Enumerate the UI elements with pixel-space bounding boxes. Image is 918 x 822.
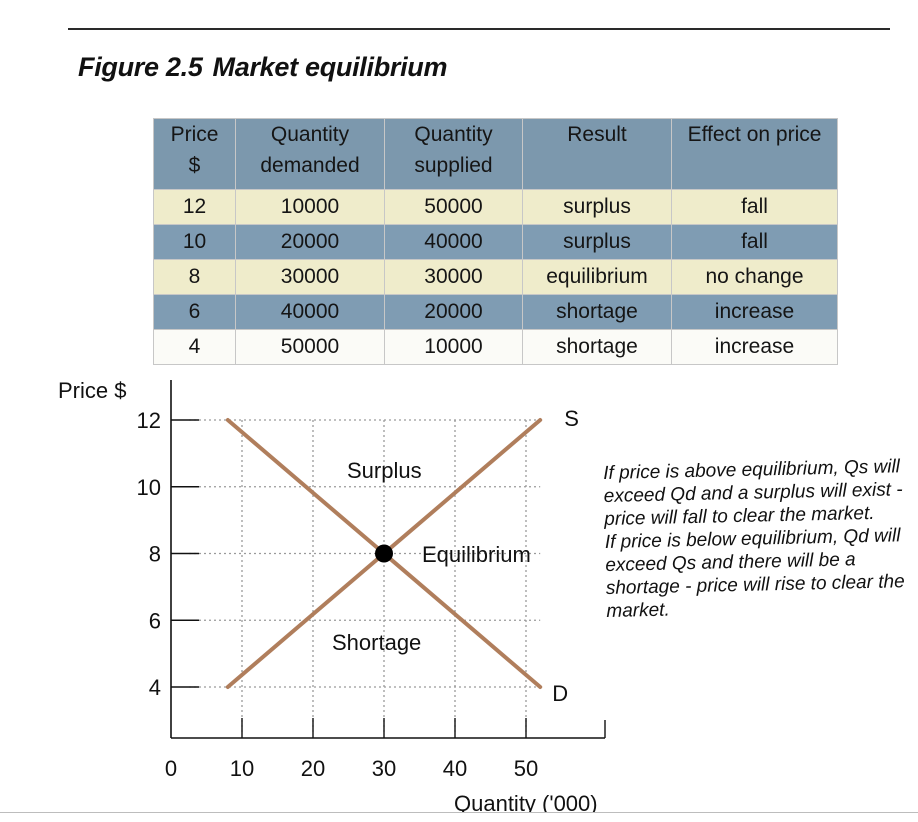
cell-result: surplus [522, 224, 672, 260]
y-tick-label: 12 [137, 408, 161, 433]
x-tick-label: 30 [372, 756, 396, 781]
cell-result: shortage [522, 294, 672, 330]
table-row: 8 30000 30000 equilibrium no change [153, 259, 838, 295]
surplus-label: Surplus [347, 458, 422, 483]
cell-effect: increase [671, 329, 838, 365]
cell-result: surplus [522, 189, 672, 225]
table-header-row: Price $ Quantity demanded Quantity supplied… [153, 118, 838, 190]
header-result: Result [522, 118, 672, 190]
cell-quantity-supplied: 40000 [384, 224, 523, 260]
x-tick-label: 40 [443, 756, 467, 781]
supply-demand-chart: 12 10 8 6 4 10 20 30 40 50 0 Price $ Quantity ('000)… [58, 378, 606, 812]
cell-price: 6 [153, 294, 236, 330]
cell-price: 10 [153, 224, 236, 260]
cell-effect: no change [671, 259, 838, 295]
cell-quantity-supplied: 20000 [384, 294, 523, 330]
cell-result: equilibrium [522, 259, 672, 295]
cell-price: 12 [153, 189, 236, 225]
explanation-note: If price is above equilibrium, Qs will e… [603, 455, 907, 623]
header-price: Price $ [153, 118, 236, 190]
cell-effect: fall [671, 189, 838, 225]
cell-effect: fall [671, 224, 838, 260]
x-tick-label: 50 [514, 756, 538, 781]
y-axis-title: Price $ [58, 378, 126, 403]
cell-quantity-supplied: 50000 [384, 189, 523, 225]
header-effect-on-price: Effect on price [671, 118, 838, 190]
y-tick-label: 8 [149, 542, 161, 567]
header-quantity-supplied: Quantity supplied [384, 118, 523, 190]
chart-labels: 12 10 8 6 4 10 20 30 40 50 0 Price $ Quantity ('000)… [58, 378, 598, 812]
table-row: 10 20000 40000 surplus fall [153, 224, 838, 260]
x-origin-label: 0 [165, 756, 177, 781]
cell-price: 4 [153, 329, 236, 365]
figure-number: Figure 2.5 [78, 52, 203, 82]
cell-quantity-demanded: 40000 [235, 294, 385, 330]
chart-grid [189, 419, 541, 734]
supply-curve-label: S [564, 406, 579, 431]
cell-price: 8 [153, 259, 236, 295]
cell-quantity-demanded: 20000 [235, 224, 385, 260]
x-tick-label: 10 [230, 756, 254, 781]
note-above-equilibrium: If price is above equilibrium, Qs will e… [603, 456, 903, 530]
x-tick-label: 20 [301, 756, 325, 781]
header-quantity-demanded: Quantity demanded [235, 118, 385, 190]
cell-quantity-supplied: 10000 [384, 329, 523, 365]
figure-title: Figure 2.5 Market equilibrium [78, 52, 448, 83]
y-tick-label: 10 [137, 475, 161, 500]
chart-axes [170, 380, 606, 739]
table-row: 6 40000 20000 shortage increase [153, 294, 838, 330]
figure-caption: Market equilibrium [212, 52, 448, 82]
cell-quantity-supplied: 30000 [384, 259, 523, 295]
y-tick-label: 4 [149, 675, 161, 700]
table-row: 12 10000 50000 surplus fall [153, 189, 838, 225]
equilibrium-label: Equilibrium [422, 542, 531, 567]
cell-result: shortage [522, 329, 672, 365]
equilibrium-point [375, 544, 393, 563]
cell-quantity-demanded: 30000 [235, 259, 385, 295]
bottom-rule [0, 812, 918, 813]
x-axis-title: Quantity ('000) [454, 791, 598, 812]
y-tick-label: 6 [149, 608, 161, 633]
note-below-equilibrium: If price is below equilibrium, Qd will e… [604, 525, 905, 622]
table-row: 4 50000 10000 shortage increase [153, 329, 838, 365]
shortage-label: Shortage [332, 630, 421, 655]
top-rule [68, 28, 890, 30]
chart-series [225, 418, 543, 689]
market-schedule-table: Price $ Quantity demanded Quantity supplied… [153, 118, 838, 365]
demand-curve-label: D [552, 681, 568, 706]
cell-quantity-demanded: 10000 [235, 189, 385, 225]
cell-effect: increase [671, 294, 838, 330]
